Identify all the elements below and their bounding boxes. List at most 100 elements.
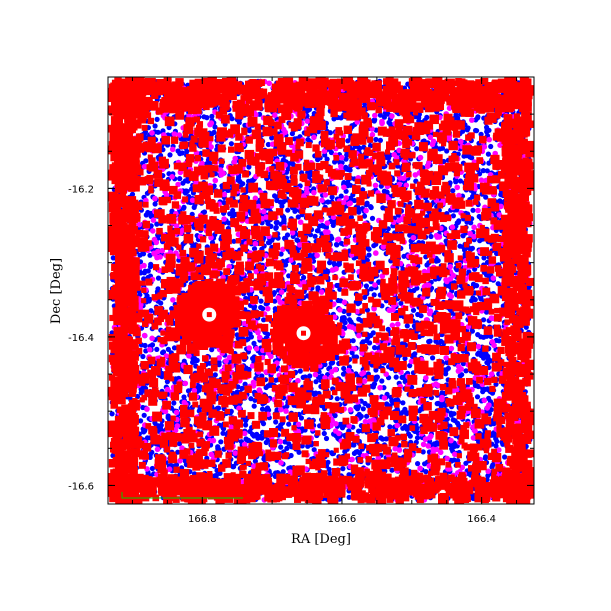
blue-point: [212, 372, 218, 378]
blue-point: [247, 428, 253, 435]
blue-point: [141, 276, 147, 282]
blue-point: [283, 262, 289, 268]
blue-point: [420, 449, 426, 455]
blue-point: [152, 201, 158, 207]
blue-point: [360, 187, 366, 193]
blue-point: [385, 326, 391, 332]
blue-point: [259, 406, 266, 412]
blue-point: [495, 281, 501, 287]
blue-point: [401, 253, 407, 259]
blue-point: [373, 136, 379, 143]
blue-point: [209, 347, 215, 353]
blue-point: [177, 176, 183, 182]
blue-point: [470, 295, 476, 301]
blue-point: [297, 368, 303, 374]
blue-point: [373, 367, 379, 373]
blue-point: [478, 295, 484, 301]
blue-point: [152, 123, 158, 129]
blue-point: [418, 313, 424, 319]
blue-point: [149, 342, 156, 348]
blue-point: [481, 355, 487, 361]
blue-point: [141, 412, 147, 418]
blue-point: [261, 317, 267, 323]
blue-point: [260, 421, 267, 427]
blue-point: [410, 307, 417, 313]
blue-point: [345, 138, 351, 144]
blue-point: [496, 338, 502, 344]
blue-point: [250, 355, 256, 362]
blue-point: [312, 233, 318, 239]
blue-point: [350, 338, 356, 344]
blue-point: [450, 213, 456, 219]
blue-point: [400, 400, 406, 406]
blue-point: [457, 373, 463, 379]
blue-point: [332, 159, 338, 165]
blue-point: [294, 237, 300, 243]
blue-point: [243, 422, 249, 428]
blue-point: [230, 207, 236, 214]
blue-point: [176, 441, 183, 447]
blue-point: [325, 199, 331, 205]
blue-point: [484, 168, 490, 174]
blue-point: [165, 346, 171, 352]
blue-point: [273, 419, 279, 425]
blue-point: [154, 116, 160, 122]
scatter-points: [108, 77, 534, 504]
blue-point: [265, 220, 271, 227]
blue-point: [360, 406, 366, 412]
blue-point: [435, 400, 441, 406]
blue-point: [370, 384, 376, 390]
blue-point: [365, 245, 371, 251]
blue-point: [295, 214, 301, 220]
blue-point: [377, 137, 383, 143]
blue-point: [443, 371, 449, 377]
blue-point: [301, 274, 307, 281]
blue-point: [489, 464, 495, 470]
blue-point: [284, 445, 290, 451]
blue-point: [465, 125, 471, 131]
blue-point: [366, 252, 372, 258]
blue-point: [475, 351, 481, 357]
blue-point: [184, 148, 190, 154]
blue-point: [141, 270, 147, 276]
blue-point: [166, 124, 172, 131]
blue-point: [321, 430, 327, 437]
blue-point: [483, 454, 489, 460]
blue-point: [454, 420, 461, 426]
blue-point: [383, 436, 389, 442]
blue-point: [212, 124, 218, 130]
blue-point: [154, 221, 160, 227]
blue-point: [488, 333, 494, 339]
blue-point: [415, 461, 421, 467]
blue-point: [426, 339, 432, 345]
blue-point: [477, 238, 483, 244]
blue-point: [404, 323, 410, 329]
blue-point: [398, 300, 404, 306]
blue-point: [155, 129, 161, 135]
blue-point: [372, 345, 378, 351]
blue-point: [363, 283, 369, 289]
blue-point: [334, 396, 340, 402]
blue-point: [414, 146, 420, 152]
blue-point: [360, 339, 366, 345]
blue-point: [341, 308, 347, 314]
blue-point: [314, 228, 320, 234]
blue-point: [252, 458, 258, 464]
blue-point: [169, 306, 175, 312]
blue-point: [484, 129, 490, 135]
blue-point: [220, 430, 226, 436]
blue-point: [354, 406, 361, 412]
blue-point: [341, 365, 347, 372]
blue-point: [306, 173, 312, 180]
blue-point: [285, 207, 291, 213]
blue-point: [296, 449, 302, 455]
blue-point: [393, 374, 399, 380]
blue-point: [323, 435, 330, 442]
blue-point: [488, 143, 494, 150]
blue-point: [278, 444, 284, 450]
blue-point: [340, 466, 346, 472]
blue-point: [423, 469, 429, 475]
blue-point: [329, 194, 335, 200]
blue-point: [399, 374, 405, 380]
